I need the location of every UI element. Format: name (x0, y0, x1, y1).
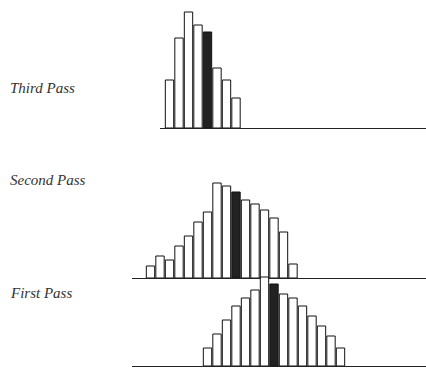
svg-text:First Pass: First Pass (10, 285, 72, 301)
svg-text:Second Pass: Second Pass (10, 172, 86, 188)
svg-text:Third Pass: Third Pass (10, 80, 75, 96)
